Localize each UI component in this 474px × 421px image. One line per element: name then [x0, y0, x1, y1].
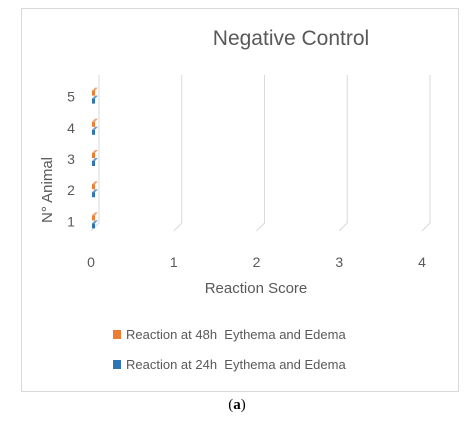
- caption-label: a: [233, 397, 241, 413]
- legend-label: Reaction at 48h Eythema and Edema: [126, 327, 346, 342]
- y-tick-labels: 1 2 3 4 5: [67, 89, 75, 230]
- x-tick-label: 0: [87, 254, 95, 270]
- gridline: [256, 75, 265, 232]
- legend-swatch: [113, 330, 121, 339]
- bar-top-face: [92, 158, 98, 161]
- bar-top-face: [92, 181, 98, 185]
- bar-top-face: [92, 189, 98, 193]
- gridline: [421, 75, 431, 232]
- gridline: [338, 75, 348, 232]
- bar-24h: [92, 98, 95, 104]
- figure-caption: (a): [0, 397, 474, 414]
- bar-24h: [92, 129, 95, 135]
- x-axis-title: Reaction Score: [205, 280, 308, 297]
- bar-48h: [92, 215, 95, 221]
- x-tick-label: 4: [418, 254, 426, 270]
- y-tick-label: 3: [67, 151, 75, 167]
- x-tick-label: 3: [335, 254, 343, 270]
- legend: Reaction at 48h Eythema and Edema Reactio…: [113, 327, 346, 372]
- bar-top-face: [92, 126, 98, 130]
- chart-frame: Negative Control 1 2 3 4 5 0 1 2 3 4 Reaction Sc…: [21, 8, 459, 392]
- chart-title: Negative Control: [213, 27, 369, 50]
- y-tick-label: 5: [67, 89, 75, 105]
- y-tick-label: 2: [67, 182, 75, 198]
- bar-top-face: [92, 95, 98, 99]
- x-tick-label: 1: [170, 254, 178, 270]
- bars-layer: [92, 87, 98, 229]
- bar-top-face: [92, 212, 98, 216]
- x-tick-labels: 0 1 2 3 4: [87, 254, 426, 270]
- bar-48h: [92, 184, 95, 190]
- bar-24h: [92, 223, 95, 229]
- gridline: [173, 75, 183, 232]
- y-tick-label: 1: [67, 213, 75, 229]
- bar-24h: [92, 161, 95, 166]
- grid-layer: [90, 75, 431, 232]
- y-tick-label: 4: [67, 120, 75, 136]
- bar-top-face: [92, 87, 98, 91]
- bar-top-face: [92, 220, 98, 224]
- bar-48h: [92, 121, 95, 127]
- bar-48h: [92, 90, 95, 96]
- bar-top-face: [92, 118, 98, 122]
- bar-48h: [92, 153, 95, 158]
- caption-close: ): [240, 397, 246, 413]
- bar-top-face: [92, 150, 98, 153]
- legend-label: Reaction at 24h Eythema and Edema: [126, 357, 346, 372]
- bar-24h: [92, 192, 95, 198]
- x-tick-label: 2: [253, 254, 261, 270]
- chart-svg: Negative Control 1 2 3 4 5 0 1 2 3 4 Reaction Sc…: [39, 27, 431, 372]
- caption-open: (: [228, 397, 234, 413]
- y-axis-title: N° Animal: [39, 157, 56, 223]
- legend-swatch: [113, 360, 121, 369]
